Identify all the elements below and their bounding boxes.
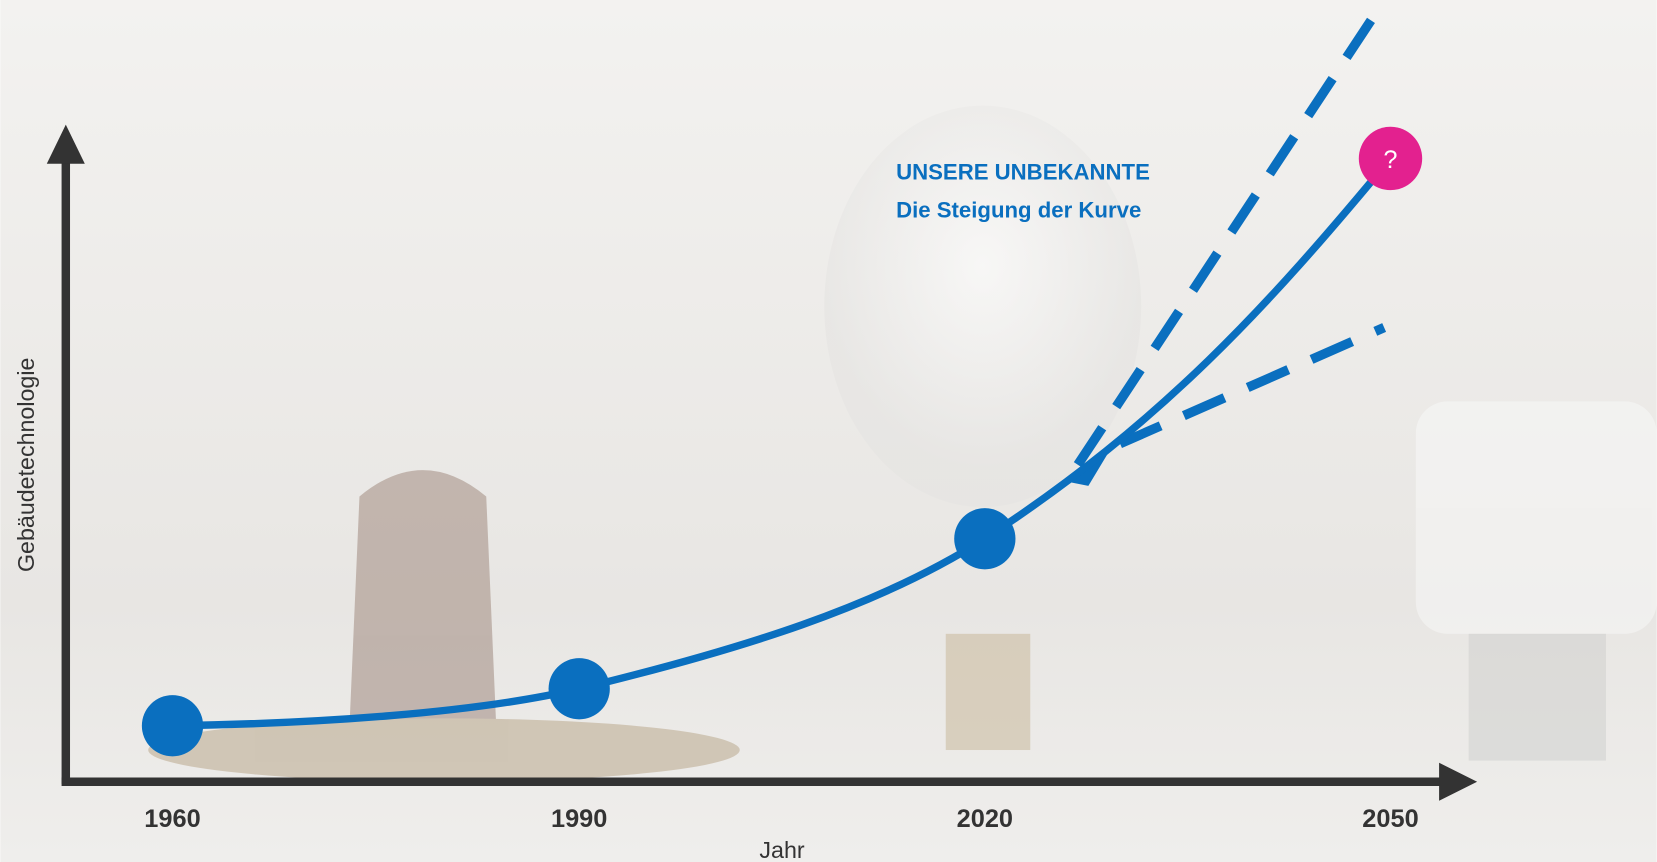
y-axis-label: Gebäudetechnologie <box>13 358 39 572</box>
chart: ? UNSERE UNBEKANNTE Die Steigung der Kur… <box>0 0 1657 862</box>
x-axis-label: Jahr <box>759 837 804 862</box>
annotation-title: UNSERE UNBEKANNTE <box>896 160 1150 185</box>
x-tick-label: 2020 <box>957 805 1013 833</box>
point <box>549 658 610 719</box>
x-tick-label: 1990 <box>551 805 607 833</box>
x-tick-label: 1960 <box>144 805 200 833</box>
point <box>954 508 1015 569</box>
x-tick-label: 2050 <box>1362 805 1418 833</box>
point <box>142 695 203 756</box>
annotation-subtitle: Die Steigung der Kurve <box>896 198 1141 223</box>
unknown-label: ? <box>1383 146 1397 174</box>
page: ? UNSERE UNBEKANNTE Die Steigung der Kur… <box>0 0 1657 862</box>
